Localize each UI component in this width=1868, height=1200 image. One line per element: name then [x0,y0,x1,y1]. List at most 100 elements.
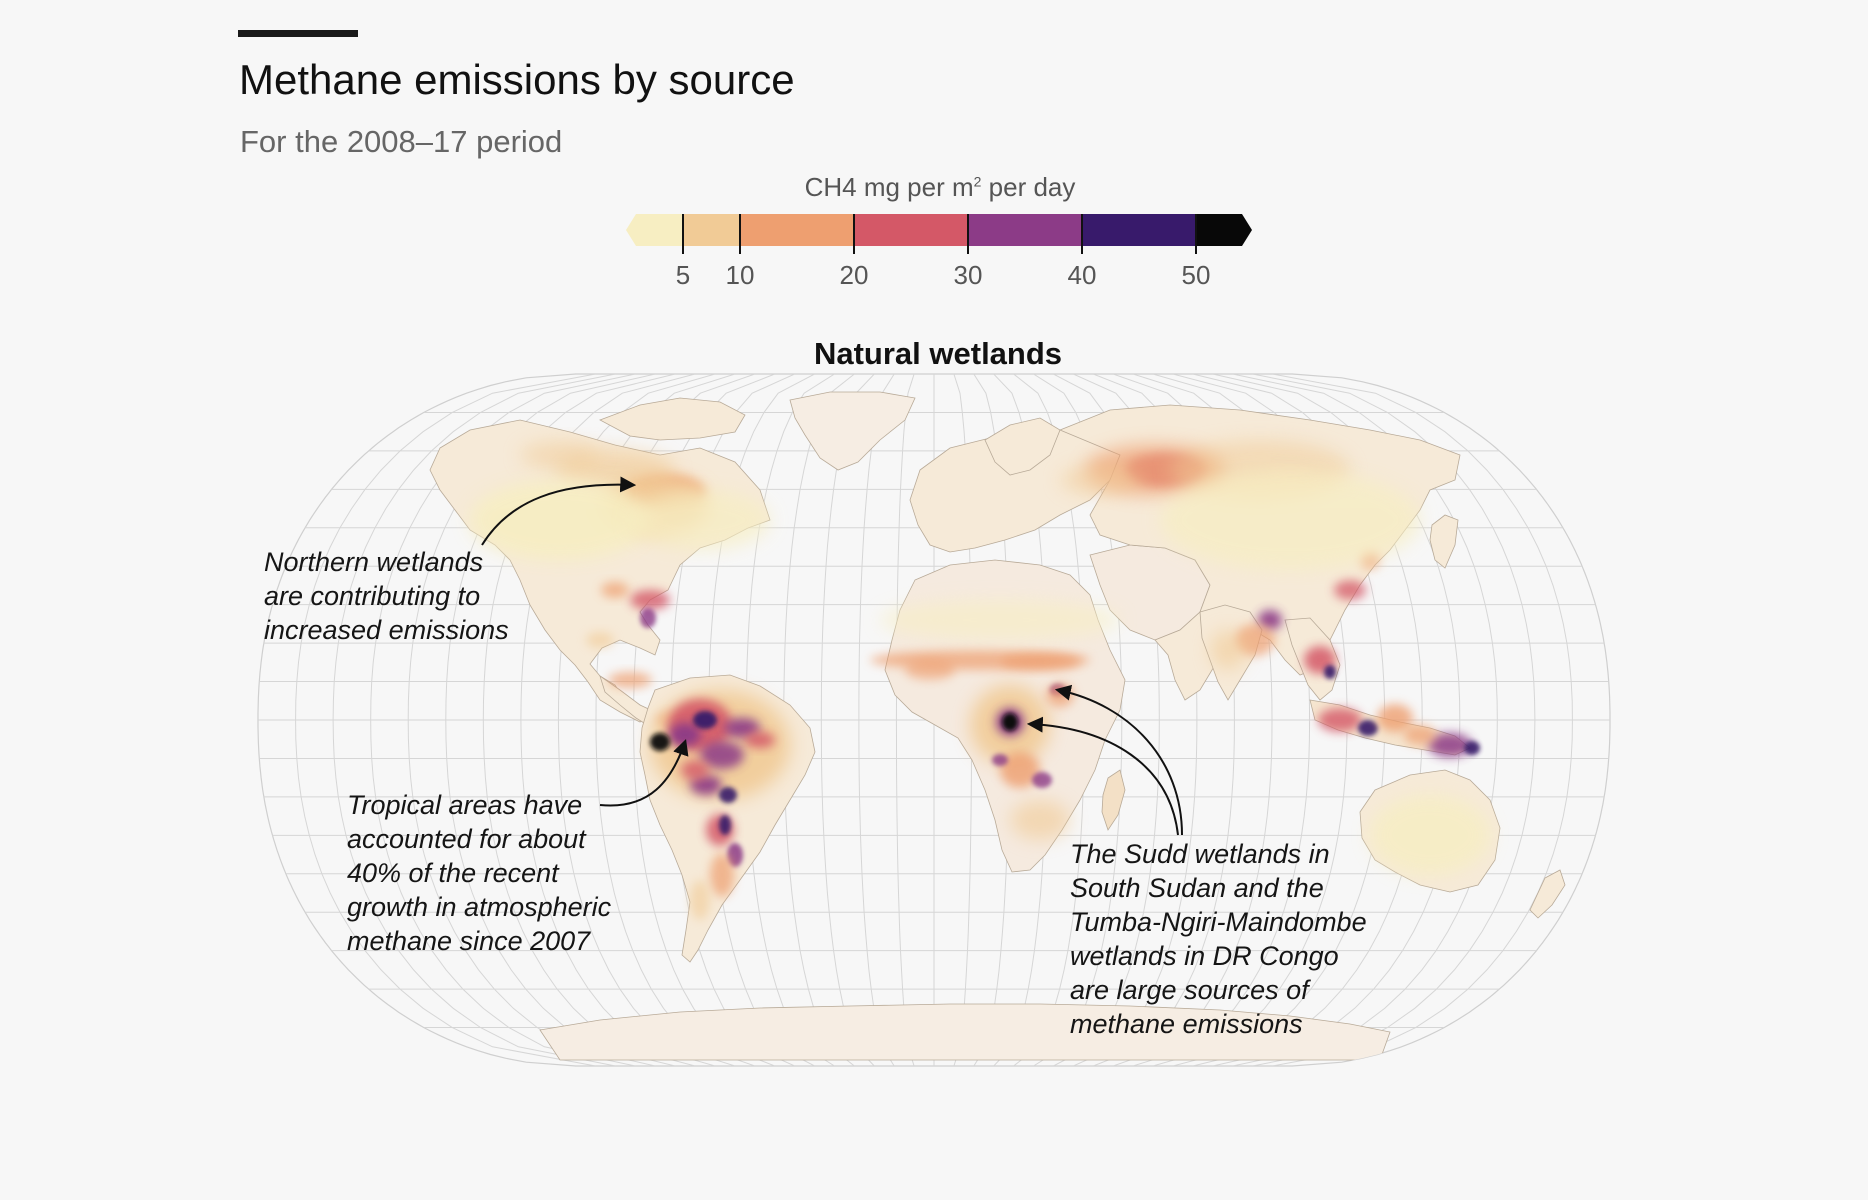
legend-swatch [1082,214,1196,246]
legend-title-superscript: 2 [973,173,982,190]
emission-hotspot [724,718,760,738]
greenland-land [789,391,916,471]
annotation-line: Tropical areas have [347,790,583,820]
chart-subtitle: For the 2008–17 period [240,124,563,159]
legend-swatch [683,214,740,246]
emission-hotspot [1032,772,1052,788]
arrow-tropic [599,738,689,807]
antarctica-land [539,1003,1391,1061]
scandinavia-land [984,417,1061,476]
annotation-tropical-areas: Tropical areas have accounted for about 40… [347,788,611,958]
emission-hotspot [1010,800,1070,840]
emission-hotspot [470,480,650,560]
emission-hotspot [719,815,731,835]
emission-hotspot [630,590,670,610]
legend-tick-label: 30 [954,260,983,290]
arrow-north [481,476,637,546]
japan-land [1429,514,1459,569]
annotation-line: are large sources of [1070,975,1309,1005]
annotation-arrows [481,476,1183,836]
emission-hotspot [690,880,710,920]
annotation-line: 40% of the recent [347,858,559,888]
legend-title: CH4 mg per m2 per day [0,172,1868,203]
emission-hotspot [1000,752,1040,788]
graticule-meridian [895,374,915,1066]
legend-title-suffix: per day [981,172,1076,202]
annotation-line: growth in atmospheric [347,892,612,922]
emission-hotspot [690,775,722,795]
annotation-line: increased emissions [264,615,509,645]
emission-hotspot [1377,704,1413,732]
annotation-line: accounted for about [347,824,586,854]
emission-hotspot [710,853,734,897]
graticule-meridian [370,374,636,1066]
legend-swatch [968,214,1082,246]
graticule-meridian [1252,374,1536,1066]
new-zealand-land [1529,869,1566,919]
emission-hotspot [1358,720,1378,736]
emission-hotspot [1210,630,1246,670]
legend-tick-label: 50 [1182,260,1211,290]
map-title: Natural wetlands [813,336,1063,371]
emission-hotspot [1318,708,1362,732]
emission-hotspot [1404,725,1436,745]
graticule-meridian [1232,374,1498,1066]
emission-hotspot [1046,683,1074,707]
emission-hotspot [630,490,770,550]
emission-hotspot [880,600,1120,640]
emission-hotspot [693,711,717,729]
legend-tick-label: 20 [840,260,869,290]
legend-swatch [854,214,968,246]
arrow-sudd [1054,684,1183,836]
emission-hotspot [1000,654,1080,670]
emission-hotspot [1060,465,1140,495]
chart-title: Methane emissions by source [239,56,795,103]
legend-title-prefix: CH4 mg per m [804,172,974,202]
emission-hotspot [992,754,1008,766]
emission-hotspot [905,660,955,680]
annotation-line: Tumba-Ngiri-Maindombe [1070,907,1367,937]
arctic-islands-land [599,397,746,441]
graticule-meridian [332,374,616,1066]
emission-hotspot [1002,713,1018,731]
emission-hotspot [1334,580,1366,600]
legend-swatch [1196,214,1252,246]
emission-hotspot [640,608,656,628]
emissions-layer [470,440,1490,920]
emission-hotspot [1258,610,1282,630]
graticule-meridian [295,374,596,1066]
color-legend: 5 10 20 30 40 50 [626,214,1252,290]
emission-hotspot [1324,665,1336,679]
annotation-line: methane emissions [1070,1009,1303,1039]
emission-hotspot [650,733,670,751]
graticule-meridian [858,374,895,1066]
emission-hotspot [520,441,600,469]
emission-hotspot [586,632,614,648]
legend-swatch [740,214,854,246]
annotation-sudd-wetlands: The Sudd wetlands in South Sudan and the T… [1070,837,1367,1041]
legend-swatch [626,214,683,246]
emission-hotspot [1428,733,1472,757]
annotation-line: wetlands in DR Congo [1070,941,1339,971]
annotation-northern-wetlands: Northern wetlands are contributing to incr… [264,545,509,647]
graticule-meridian [820,374,875,1066]
annotation-line: The Sudd wetlands in [1070,839,1330,869]
emission-hotspot [745,732,775,748]
legend-tick-label: 5 [676,260,690,290]
emission-hotspot [719,787,737,803]
emission-hotspot [1464,741,1480,755]
graticule-meridian [1272,374,1573,1066]
legend-tick-label: 40 [1068,260,1097,290]
emission-hotspot [1160,470,1420,570]
emission-hotspot [1370,795,1490,875]
annotation-line: South Sudan and the [1070,873,1324,903]
emission-hotspot [681,760,709,780]
emission-hotspot [700,741,744,769]
legend-tick-label: 10 [726,260,755,290]
annotation-line: are contributing to [264,581,481,611]
madagascar-land [1101,769,1126,831]
annotation-line: methane since 2007 [347,926,591,956]
emission-hotspot [608,672,652,688]
annotation-line: Northern wetlands [264,547,484,577]
